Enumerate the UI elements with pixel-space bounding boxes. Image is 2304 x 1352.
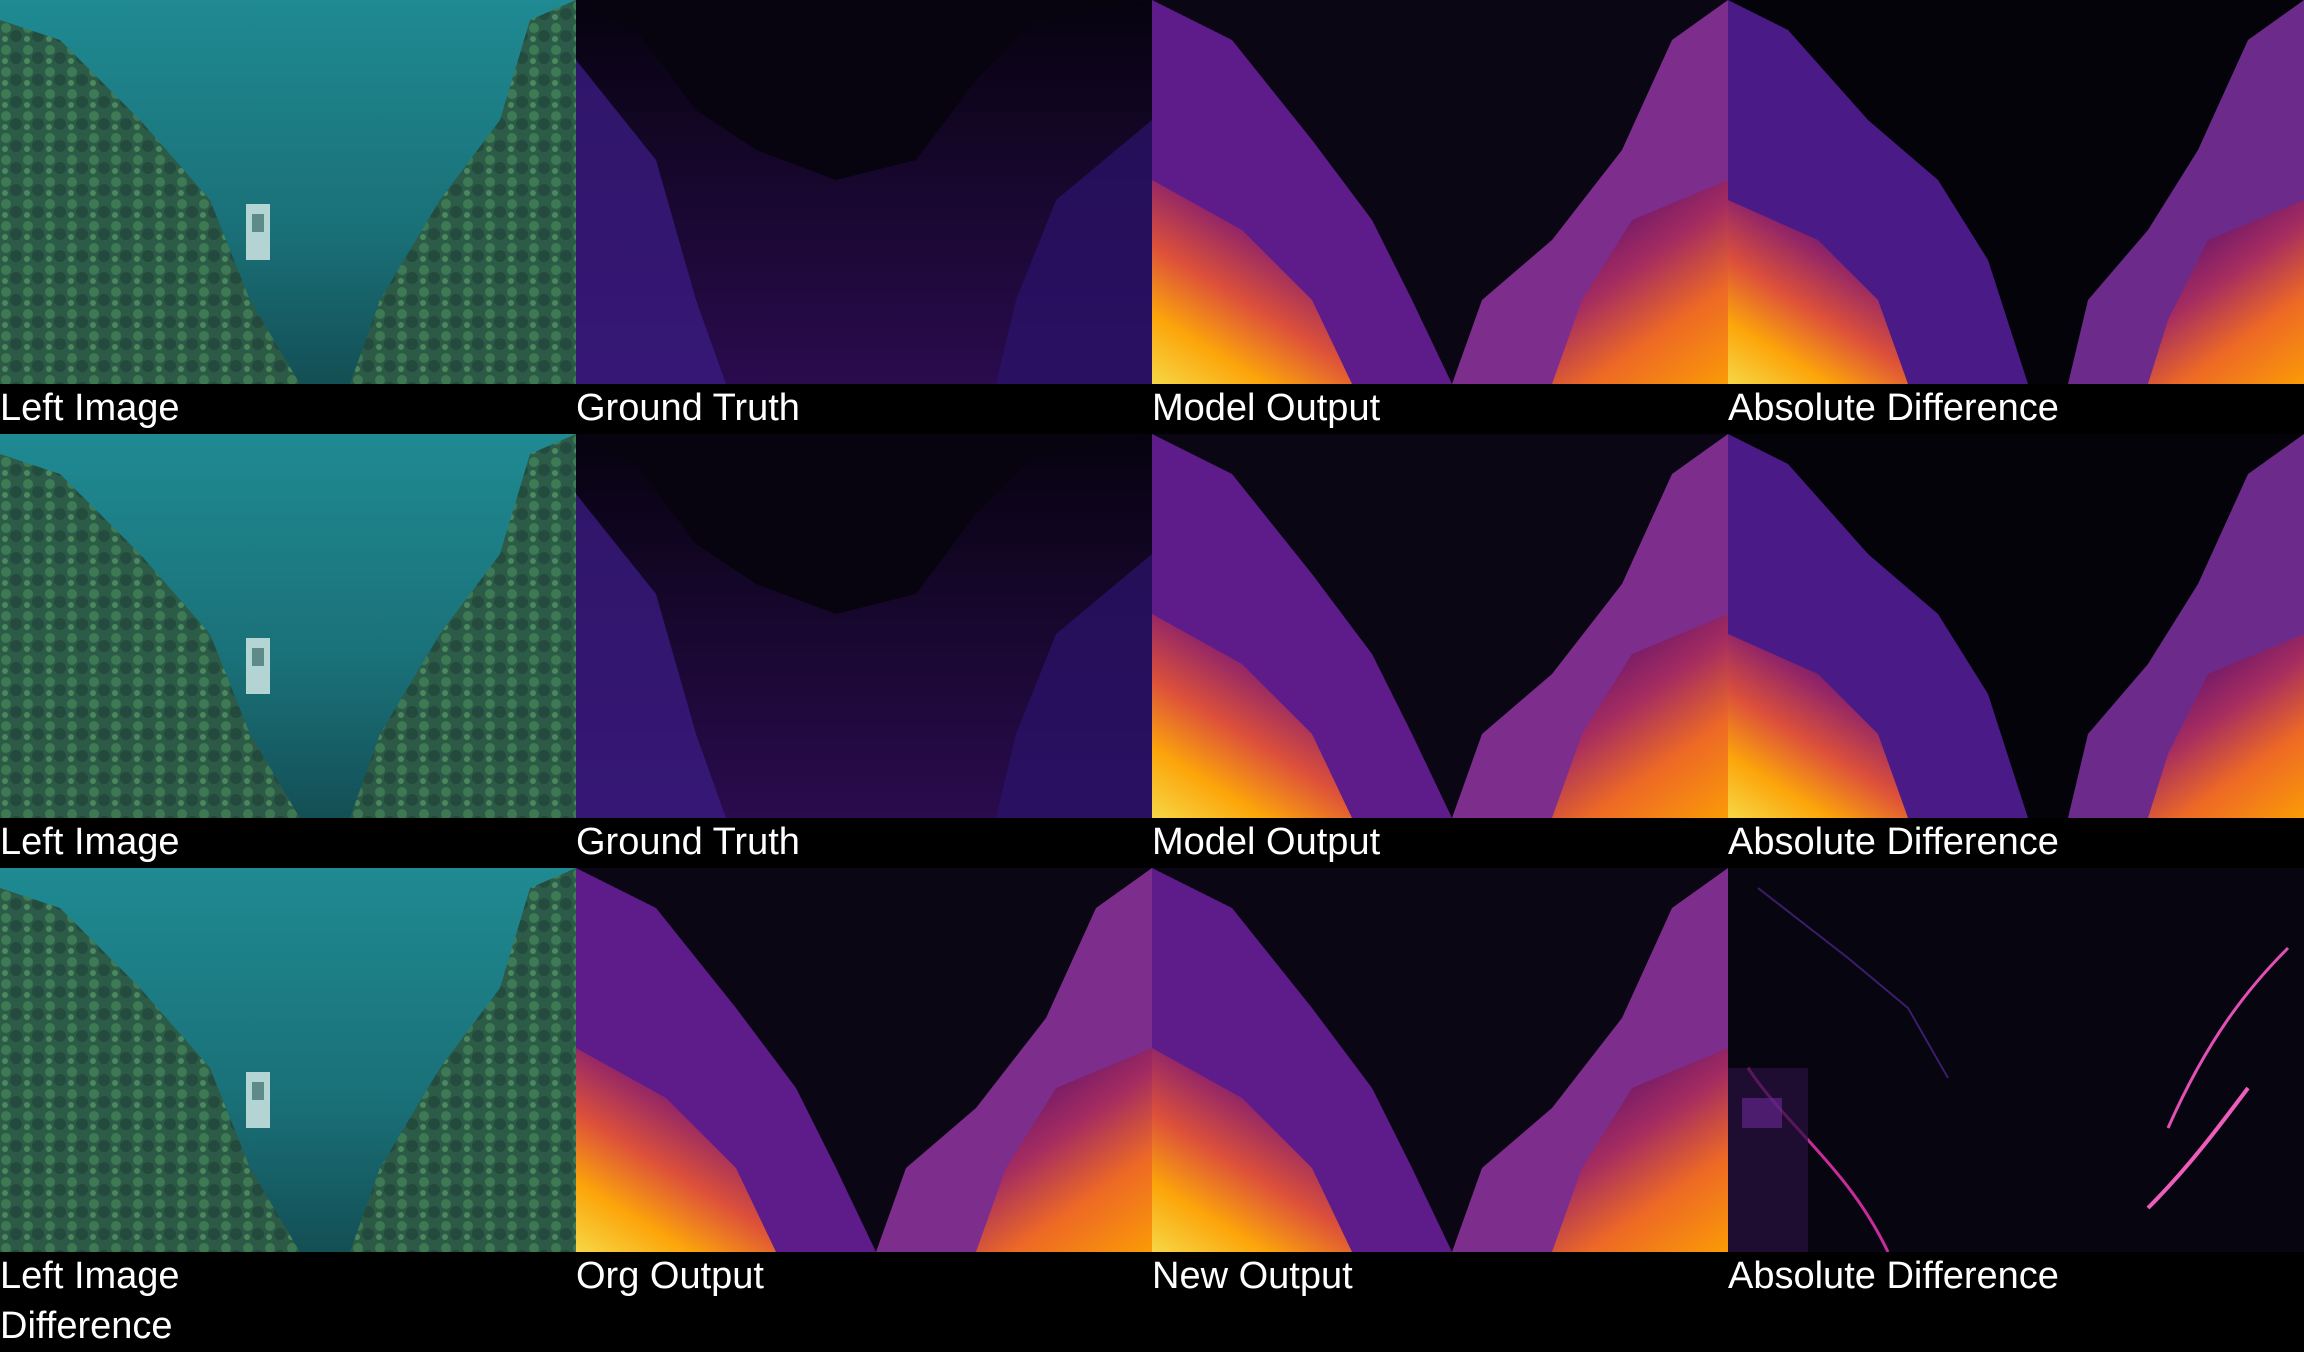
left-image-cell: Left Image: [0, 868, 576, 1302]
absolute-difference-map: [1728, 0, 2304, 384]
ground-truth-cell: Ground Truth: [576, 0, 1152, 434]
panel-caption: New Output: [1152, 1255, 1353, 1297]
grid-row-3: Left Image Org Output: [0, 868, 2304, 1302]
grid-row-2: Left Image Ground Truth: [0, 434, 2304, 868]
org-output-cell: Org Output: [576, 868, 1152, 1302]
model-output-cell: Model Output: [1152, 0, 1728, 434]
model-output-map: [1152, 0, 1728, 384]
left-image: [0, 868, 576, 1252]
panel-caption: Ground Truth: [576, 387, 800, 429]
panel-caption: Absolute Difference: [1728, 1255, 2059, 1297]
panel-caption: Left Image: [0, 821, 180, 863]
new-output-map: [1152, 868, 1728, 1252]
panel-caption: Left Image: [0, 1255, 180, 1297]
ground-truth-map: [576, 434, 1152, 818]
panel-caption: Left Image: [0, 387, 180, 429]
ground-truth-cell: Ground Truth: [576, 434, 1152, 868]
ground-truth-map: [576, 0, 1152, 384]
panel-caption: Absolute Difference: [1728, 387, 2059, 429]
absolute-difference-cell: Absolute Difference: [1728, 868, 2304, 1302]
org-output-map: [576, 868, 1152, 1252]
panel-caption: Model Output: [1152, 387, 1381, 429]
extra-caption: Difference: [0, 1305, 173, 1347]
absolute-difference-cell: Absolute Difference: [1728, 0, 2304, 434]
left-image: [0, 0, 576, 384]
panel-caption: Absolute Difference: [1728, 821, 2059, 863]
panel-caption: Org Output: [576, 1255, 764, 1297]
new-output-cell: New Output: [1152, 868, 1728, 1302]
absolute-difference-cell: Absolute Difference: [1728, 434, 2304, 868]
panel-caption: Ground Truth: [576, 821, 800, 863]
left-image-cell: Left Image: [0, 434, 576, 868]
model-output-cell: Model Output: [1152, 434, 1728, 868]
panel-caption: Model Output: [1152, 821, 1381, 863]
model-output-map: [1152, 434, 1728, 818]
absolute-difference-map: [1728, 868, 2304, 1252]
left-image-cell: Left Image: [0, 0, 576, 434]
left-image: [0, 434, 576, 818]
grid-row-1: Left Image Ground Truth: [0, 0, 2304, 434]
absolute-difference-map: [1728, 434, 2304, 818]
